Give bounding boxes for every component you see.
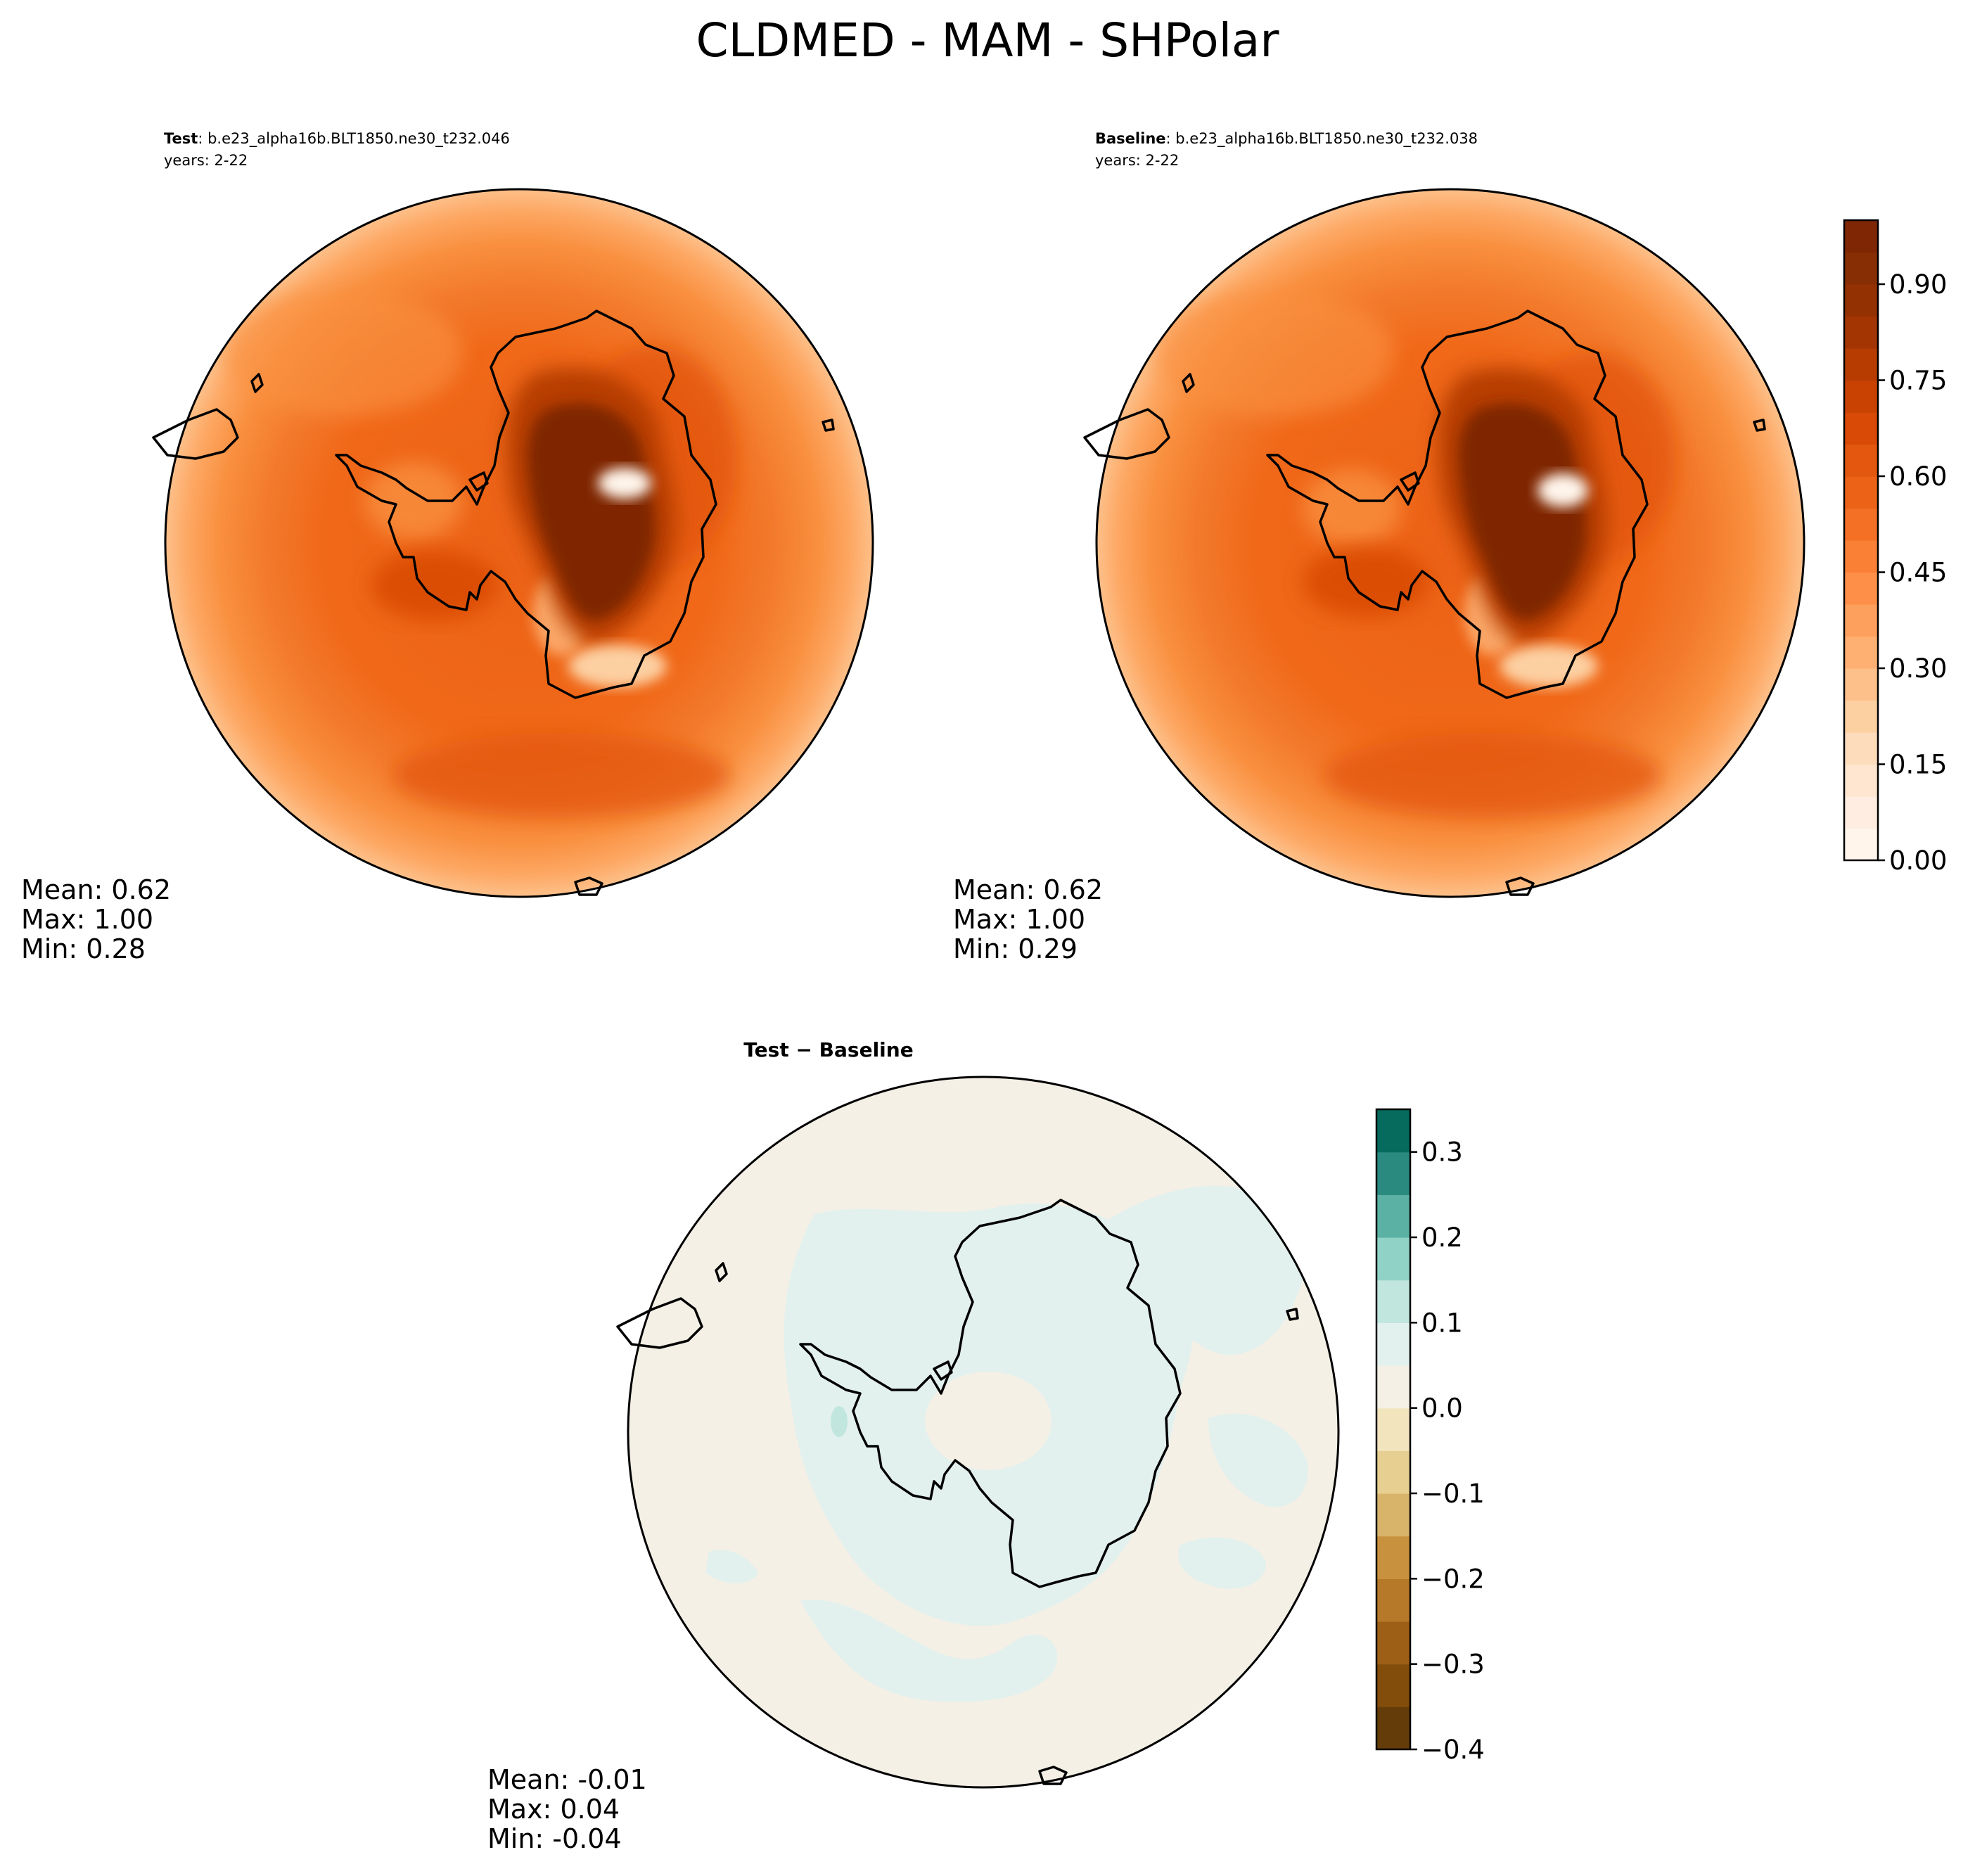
- baseline-stat-min: Min: 0.29: [953, 933, 1078, 964]
- baseline-label: Baseline: [1095, 130, 1166, 147]
- test-stat-mean: Mean: 0.62: [21, 874, 171, 905]
- colorbar-diff-swatch: [1376, 1365, 1410, 1409]
- colorbar-abs-swatch: [1844, 636, 1878, 669]
- colorbar-abs-tick-label: 0.45: [1889, 558, 1947, 588]
- colorbar-absolute: 0.00 0.15 0.30 0.45 0.60 0.75 0.90: [1843, 219, 1947, 876]
- colorbar-diff-swatch: [1376, 1408, 1410, 1451]
- panel-baseline: Baseline: b.e23_alpha16b.BLT1850.ne30_t2…: [953, 130, 1805, 964]
- colorbar-abs-swatch: [1844, 604, 1878, 637]
- colorbar-diff-tick-label: 0.1: [1421, 1308, 1463, 1338]
- colorbar-diff-tick-label: −0.4: [1421, 1735, 1485, 1765]
- colorbar-diff-tick-label: −0.3: [1421, 1650, 1485, 1680]
- test-years: years: 2-22: [164, 152, 248, 169]
- colorbar-abs-swatch: [1844, 732, 1878, 765]
- baseline-field-detail: [1155, 290, 1675, 817]
- baseline-stat-max: Max: 1.00: [953, 904, 1085, 935]
- baseline-years: years: 2-22: [1095, 152, 1179, 169]
- colorbar-abs-tick-label: 0.00: [1889, 846, 1947, 876]
- colorbar-abs-swatch: [1844, 508, 1878, 541]
- diff-stat-mean: Mean: -0.01: [487, 1764, 647, 1795]
- colorbar-diff-swatch: [1376, 1151, 1410, 1195]
- colorbar-diff-tick-label: −0.2: [1421, 1564, 1485, 1594]
- colorbar-abs-swatch: [1844, 348, 1878, 381]
- colorbar-abs-swatch: [1844, 316, 1878, 349]
- figure-title: CLDMED - MAM - SHPolar: [696, 13, 1280, 68]
- panel-test: Test: b.e23_alpha16b.BLT1850.ne30_t232.0…: [21, 130, 874, 964]
- test-case: : b.e23_alpha16b.BLT1850.ne30_t232.046: [198, 130, 510, 148]
- diff-map-boundary: [627, 1076, 1340, 1789]
- baseline-stat-mean: Mean: 0.62: [953, 874, 1103, 905]
- colorbar-diff-swatch: [1376, 1450, 1410, 1494]
- colorbar-abs-tick-label: 0.15: [1889, 750, 1947, 780]
- colorbar-diff-swatch: [1376, 1664, 1410, 1707]
- colorbar-diff-tick-label: 0.2: [1421, 1223, 1463, 1253]
- test-stat-min: Min: 0.28: [21, 933, 146, 964]
- test-map: [165, 189, 873, 897]
- test-map-boundary: [164, 188, 874, 898]
- colorbar-diff-outline: [1375, 1108, 1412, 1751]
- colorbar-abs-tick-label: 0.75: [1889, 366, 1947, 396]
- colorbar-diff-swatch: [1376, 1536, 1410, 1579]
- colorbar-abs-swatch: [1844, 668, 1878, 701]
- colorbar-diff-swatch: [1376, 1578, 1410, 1622]
- colorbar-diff-tick-label: 0.0: [1421, 1393, 1463, 1424]
- diff-stat-max: Max: 0.04: [487, 1794, 620, 1825]
- test-title: Test: b.e23_alpha16b.BLT1850.ne30_t232.0…: [164, 130, 510, 148]
- colorbar-abs-swatch: [1844, 252, 1878, 285]
- colorbar-abs-swatch: [1844, 700, 1878, 733]
- colorbar-diff-tick-label: −0.1: [1421, 1479, 1485, 1509]
- colorbar-abs-tick-label: 0.30: [1889, 653, 1947, 684]
- diff-positive-patch: [831, 1406, 848, 1437]
- colorbar-diff-swatch: [1376, 1109, 1410, 1153]
- colorbar-abs-tick-label: 0.60: [1889, 461, 1947, 492]
- diff-map: [628, 1077, 1338, 1787]
- diff-title: Test − Baseline: [743, 1038, 913, 1061]
- test-stat-max: Max: 1.00: [21, 904, 153, 935]
- colorbar-diff-swatch: [1376, 1493, 1410, 1537]
- colorbar-diff-swatch: [1376, 1322, 1410, 1366]
- colorbar-diff-tick-label: 0.3: [1421, 1137, 1463, 1168]
- colorbar-abs-swatch: [1844, 572, 1878, 605]
- colorbar-diff-swatch: [1376, 1280, 1410, 1323]
- colorbar-diff-swatch: [1376, 1621, 1410, 1665]
- colorbar-abs-tick-label: 0.90: [1889, 269, 1947, 300]
- colorbar-abs-swatch: [1844, 444, 1878, 477]
- colorbar-difference: −0.4 −0.3 −0.2 −0.1 0.0 0.1 0.2 0.3: [1375, 1108, 1485, 1765]
- colorbar-abs-swatch: [1844, 828, 1878, 861]
- baseline-title: Baseline: b.e23_alpha16b.BLT1850.ne30_t2…: [1095, 130, 1478, 148]
- panel-difference: Test − Baseline Mean: -0.01 Max: 0.04 Mi…: [487, 1038, 1340, 1854]
- colorbar-abs-outline: [1843, 219, 1879, 862]
- colorbar-abs-swatch: [1844, 764, 1878, 797]
- colorbar-abs-swatch: [1844, 412, 1878, 445]
- baseline-map-boundary: [1095, 188, 1805, 898]
- colorbar-diff-swatch: [1376, 1237, 1410, 1281]
- colorbar-diff-swatch: [1376, 1194, 1410, 1238]
- diff-stat-min: Min: -0.04: [487, 1823, 622, 1854]
- baseline-map: [1097, 189, 1804, 897]
- colorbar-diff-swatch: [1376, 1706, 1410, 1750]
- colorbar-abs-swatch: [1844, 380, 1878, 413]
- colorbar-abs-swatch: [1844, 796, 1878, 829]
- colorbar-abs-swatch: [1844, 540, 1878, 573]
- colorbar-abs-swatch: [1844, 220, 1878, 253]
- baseline-case: : b.e23_alpha16b.BLT1850.ne30_t232.038: [1166, 130, 1478, 148]
- colorbar-abs-swatch: [1844, 284, 1878, 317]
- diff-neutral-patch: [925, 1372, 1052, 1470]
- colorbar-abs-swatch: [1844, 476, 1878, 509]
- test-label: Test: [164, 130, 198, 147]
